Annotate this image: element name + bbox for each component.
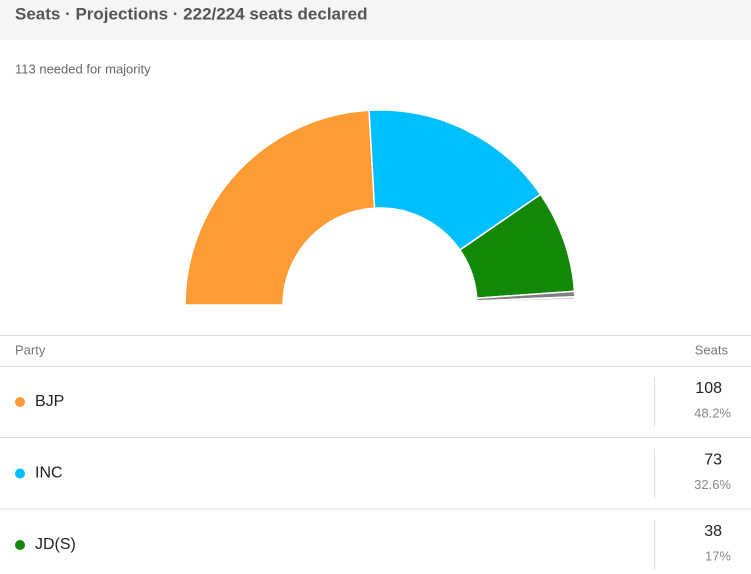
seat-count: 73 [704,452,722,469]
legend-dot [15,540,25,550]
donut-segment [476,296,576,304]
party-name: BJP [35,393,64,410]
seat-count: 38 [704,523,722,540]
legend-dot [15,468,25,479]
column-header: Party [15,342,46,357]
header-bar [0,0,751,40]
seat-count: 108 [695,380,722,397]
party-name: JD(S) [35,536,76,553]
legend-dot [15,397,25,407]
seat-share: 48.2% [694,405,731,420]
subtitle: 113 needed for majority [15,61,151,76]
chart-title: Seats · Projections · 222/224 seats decl… [15,4,367,23]
party-name: INC [35,465,63,482]
seat-share: 32.6% [694,477,731,492]
seat-share: 17% [705,548,731,563]
donut-segment [368,109,542,252]
column-header: Seats [695,342,729,357]
donut-segment [184,109,376,306]
